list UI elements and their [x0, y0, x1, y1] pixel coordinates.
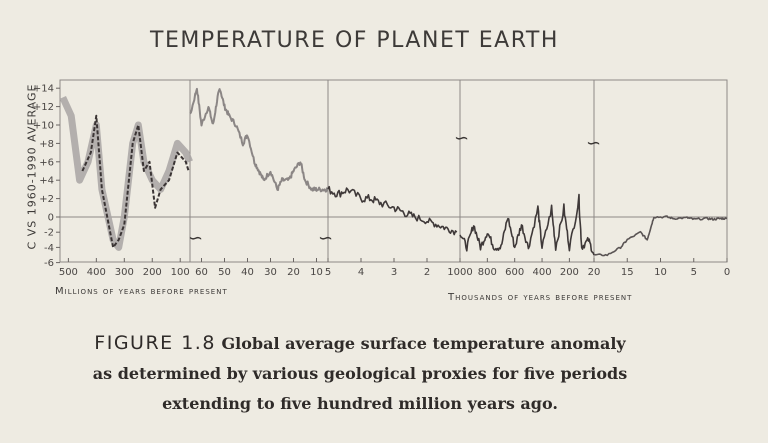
- x-tick-label: 5: [691, 267, 697, 278]
- x-axis-label-thousands: Thousands of years before present: [448, 292, 633, 303]
- y-tick-label: 0: [48, 213, 54, 224]
- x-tick-label: 10: [310, 267, 323, 278]
- x-axis-label-millions: Millions of years before present: [55, 286, 228, 297]
- plot-frame: [59, 79, 728, 263]
- figure-caption: Figure 1.8 Global average surface temper…: [60, 328, 660, 419]
- x-tick-label: 600: [505, 267, 524, 278]
- x-tick-label: 400: [532, 267, 551, 278]
- y-tick-label: +6: [39, 157, 54, 168]
- x-tick-label: 50: [218, 267, 231, 278]
- x-tick-label: 400: [87, 267, 106, 278]
- series-line-panel-5-solid: [593, 215, 728, 257]
- x-tick-label: 100: [171, 267, 190, 278]
- x-tick-label: 0: [724, 267, 730, 278]
- y-tick-label: +2: [39, 194, 54, 205]
- x-tick-label: 60: [195, 267, 208, 278]
- series-line-panel-4-solid: [459, 193, 595, 256]
- caption-line-1: Global average surface temperature anoma…: [221, 334, 626, 353]
- y-tick-label: -2: [44, 228, 54, 239]
- caption-line-2: as determined by various geological prox…: [92, 364, 628, 383]
- x-tick-label: 500: [59, 267, 78, 278]
- x-tick-label: 10: [654, 267, 667, 278]
- x-tick-label: 3: [391, 267, 397, 278]
- chart-title: TEMPERATURE OF PLANET EARTH: [150, 28, 559, 53]
- axis-break-icon: ∽: [586, 133, 602, 154]
- y-tick-label: +10: [33, 121, 54, 132]
- y-tick-label: +14: [33, 84, 54, 95]
- y-tick-label: -4: [44, 243, 54, 254]
- y-tick-label: +4: [39, 176, 54, 187]
- caption-line-3: extending to five hundred million years …: [162, 394, 558, 413]
- x-tick-label: 2: [424, 267, 430, 278]
- x-tick-label: 1000: [447, 267, 472, 278]
- y-tick-label: +8: [39, 139, 54, 150]
- x-tick-label: 800: [478, 267, 497, 278]
- x-tick-label: 40: [241, 267, 254, 278]
- series-line-panel-2-solid: [189, 87, 329, 193]
- x-tick-label: 200: [143, 267, 162, 278]
- x-tick-label: 15: [621, 267, 634, 278]
- x-tick-label: 5: [325, 267, 331, 278]
- figure-label: Figure 1.8: [94, 332, 216, 354]
- x-tick-label: 20: [588, 267, 601, 278]
- y-tick-label: +12: [33, 102, 54, 113]
- x-tick-label: 20: [287, 267, 300, 278]
- x-tick-label: 30: [264, 267, 277, 278]
- axis-break-icon: ∽: [454, 128, 470, 149]
- x-tick-label: 200: [560, 267, 579, 278]
- series-line-panel-3-solid: [327, 185, 458, 236]
- axis-break-icon: ∽: [188, 228, 204, 249]
- axis-break-icon: ∽: [318, 228, 334, 249]
- x-tick-label: 300: [115, 267, 134, 278]
- x-tick-label: 4: [358, 267, 364, 278]
- y-tick-label: -6: [44, 258, 54, 269]
